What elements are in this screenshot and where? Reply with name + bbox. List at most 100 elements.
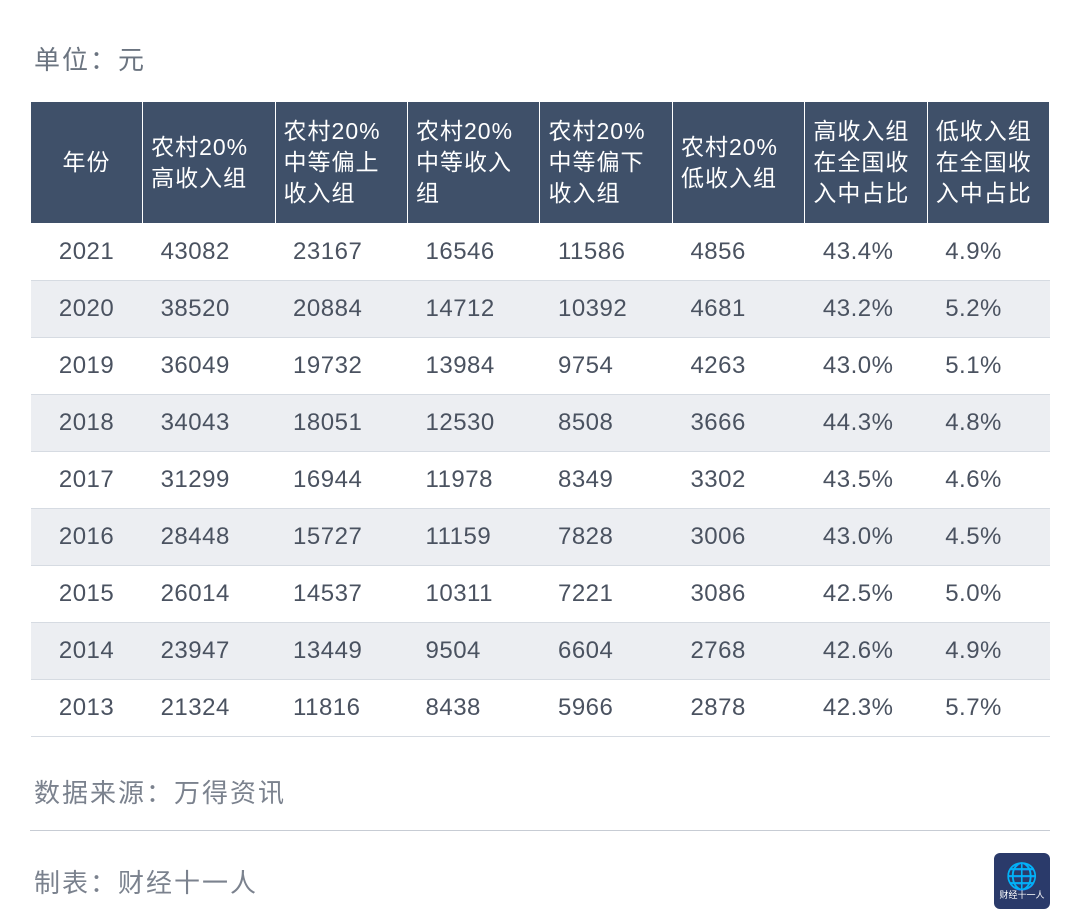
cell: 36049 <box>143 338 275 395</box>
col-year: 年份 <box>31 102 143 224</box>
cell: 4681 <box>672 281 804 338</box>
cell: 3006 <box>672 509 804 566</box>
cell: 4.5% <box>927 509 1049 566</box>
cell: 31299 <box>143 452 275 509</box>
cell: 2017 <box>31 452 143 509</box>
table-row: 20183404318051125308508366644.3%4.8% <box>31 395 1050 452</box>
col-upper-mid: 农村20%中等偏上收入组 <box>275 102 407 224</box>
cell: 10311 <box>408 566 540 623</box>
cell: 2015 <box>31 566 143 623</box>
cell: 6604 <box>540 623 672 680</box>
cell: 3086 <box>672 566 804 623</box>
author-label: 制表：财经十一人 <box>34 863 258 900</box>
cell: 5966 <box>540 680 672 737</box>
globe-icon: 🌐 <box>1006 863 1038 889</box>
cell: 11586 <box>540 224 672 281</box>
table-row: 202143082231671654611586485643.4%4.9% <box>31 224 1050 281</box>
cell: 3302 <box>672 452 804 509</box>
unit-label: 单位：元 <box>30 40 1050 77</box>
cell: 7828 <box>540 509 672 566</box>
cell: 11816 <box>275 680 407 737</box>
cell: 23947 <box>143 623 275 680</box>
cell: 2021 <box>31 224 143 281</box>
cell: 2020 <box>31 281 143 338</box>
cell: 14537 <box>275 566 407 623</box>
cell: 2018 <box>31 395 143 452</box>
cell: 21324 <box>143 680 275 737</box>
data-source: 数据来源：万得资讯 <box>30 773 1050 810</box>
footer: 制表：财经十一人 🌐 财经十一人 <box>30 853 1050 909</box>
cell: 28448 <box>143 509 275 566</box>
cell: 13984 <box>408 338 540 395</box>
cell: 10392 <box>540 281 672 338</box>
income-table: 年份 农村20%高收入组 农村20%中等偏上收入组 农村20%中等收入组 农村2… <box>30 101 1050 737</box>
cell: 18051 <box>275 395 407 452</box>
cell: 4856 <box>672 224 804 281</box>
cell: 42.6% <box>805 623 927 680</box>
cell: 7221 <box>540 566 672 623</box>
cell: 3666 <box>672 395 804 452</box>
table-body: 202143082231671654611586485643.4%4.9% 20… <box>31 224 1050 737</box>
logo-text: 财经十一人 <box>999 891 1044 900</box>
cell: 11978 <box>408 452 540 509</box>
cell: 4263 <box>672 338 804 395</box>
cell: 2016 <box>31 509 143 566</box>
cell: 4.8% <box>927 395 1049 452</box>
cell: 2019 <box>31 338 143 395</box>
col-lower-mid: 农村20%中等偏下收入组 <box>540 102 672 224</box>
col-high: 农村20%高收入组 <box>143 102 275 224</box>
cell: 34043 <box>143 395 275 452</box>
cell: 4.9% <box>927 623 1049 680</box>
col-high-share: 高收入组在全国收入中占比 <box>805 102 927 224</box>
table-row: 20173129916944119788349330243.5%4.6% <box>31 452 1050 509</box>
cell: 2768 <box>672 623 804 680</box>
cell: 16944 <box>275 452 407 509</box>
cell: 20884 <box>275 281 407 338</box>
cell: 14712 <box>408 281 540 338</box>
cell: 8438 <box>408 680 540 737</box>
cell: 5.0% <box>927 566 1049 623</box>
cell: 8349 <box>540 452 672 509</box>
cell: 5.7% <box>927 680 1049 737</box>
cell: 15727 <box>275 509 407 566</box>
table-header: 年份 农村20%高收入组 农村20%中等偏上收入组 农村20%中等收入组 农村2… <box>31 102 1050 224</box>
divider <box>30 830 1050 831</box>
cell: 19732 <box>275 338 407 395</box>
cell: 4.6% <box>927 452 1049 509</box>
cell: 43.2% <box>805 281 927 338</box>
col-low-share: 低收入组在全国收入中占比 <box>927 102 1049 224</box>
cell: 9754 <box>540 338 672 395</box>
cell: 43.0% <box>805 509 927 566</box>
cell: 42.3% <box>805 680 927 737</box>
cell: 42.5% <box>805 566 927 623</box>
cell: 38520 <box>143 281 275 338</box>
table-row: 2013213241181684385966287842.3%5.7% <box>31 680 1050 737</box>
cell: 13449 <box>275 623 407 680</box>
col-mid: 农村20%中等收入组 <box>408 102 540 224</box>
cell: 43082 <box>143 224 275 281</box>
cell: 43.0% <box>805 338 927 395</box>
cell: 8508 <box>540 395 672 452</box>
cell: 9504 <box>408 623 540 680</box>
cell: 43.5% <box>805 452 927 509</box>
publisher-logo: 🌐 财经十一人 <box>994 853 1050 909</box>
cell: 4.9% <box>927 224 1049 281</box>
cell: 16546 <box>408 224 540 281</box>
cell: 23167 <box>275 224 407 281</box>
table-row: 20152601414537103117221308642.5%5.0% <box>31 566 1050 623</box>
table-row: 202038520208841471210392468143.2%5.2% <box>31 281 1050 338</box>
cell: 26014 <box>143 566 275 623</box>
table-row: 20162844815727111597828300643.0%4.5% <box>31 509 1050 566</box>
cell: 11159 <box>408 509 540 566</box>
table-row: 20193604919732139849754426343.0%5.1% <box>31 338 1050 395</box>
cell: 5.2% <box>927 281 1049 338</box>
cell: 2878 <box>672 680 804 737</box>
cell: 2013 <box>31 680 143 737</box>
table-row: 2014239471344995046604276842.6%4.9% <box>31 623 1050 680</box>
cell: 5.1% <box>927 338 1049 395</box>
cell: 2014 <box>31 623 143 680</box>
col-low: 农村20%低收入组 <box>672 102 804 224</box>
cell: 44.3% <box>805 395 927 452</box>
cell: 43.4% <box>805 224 927 281</box>
cell: 12530 <box>408 395 540 452</box>
